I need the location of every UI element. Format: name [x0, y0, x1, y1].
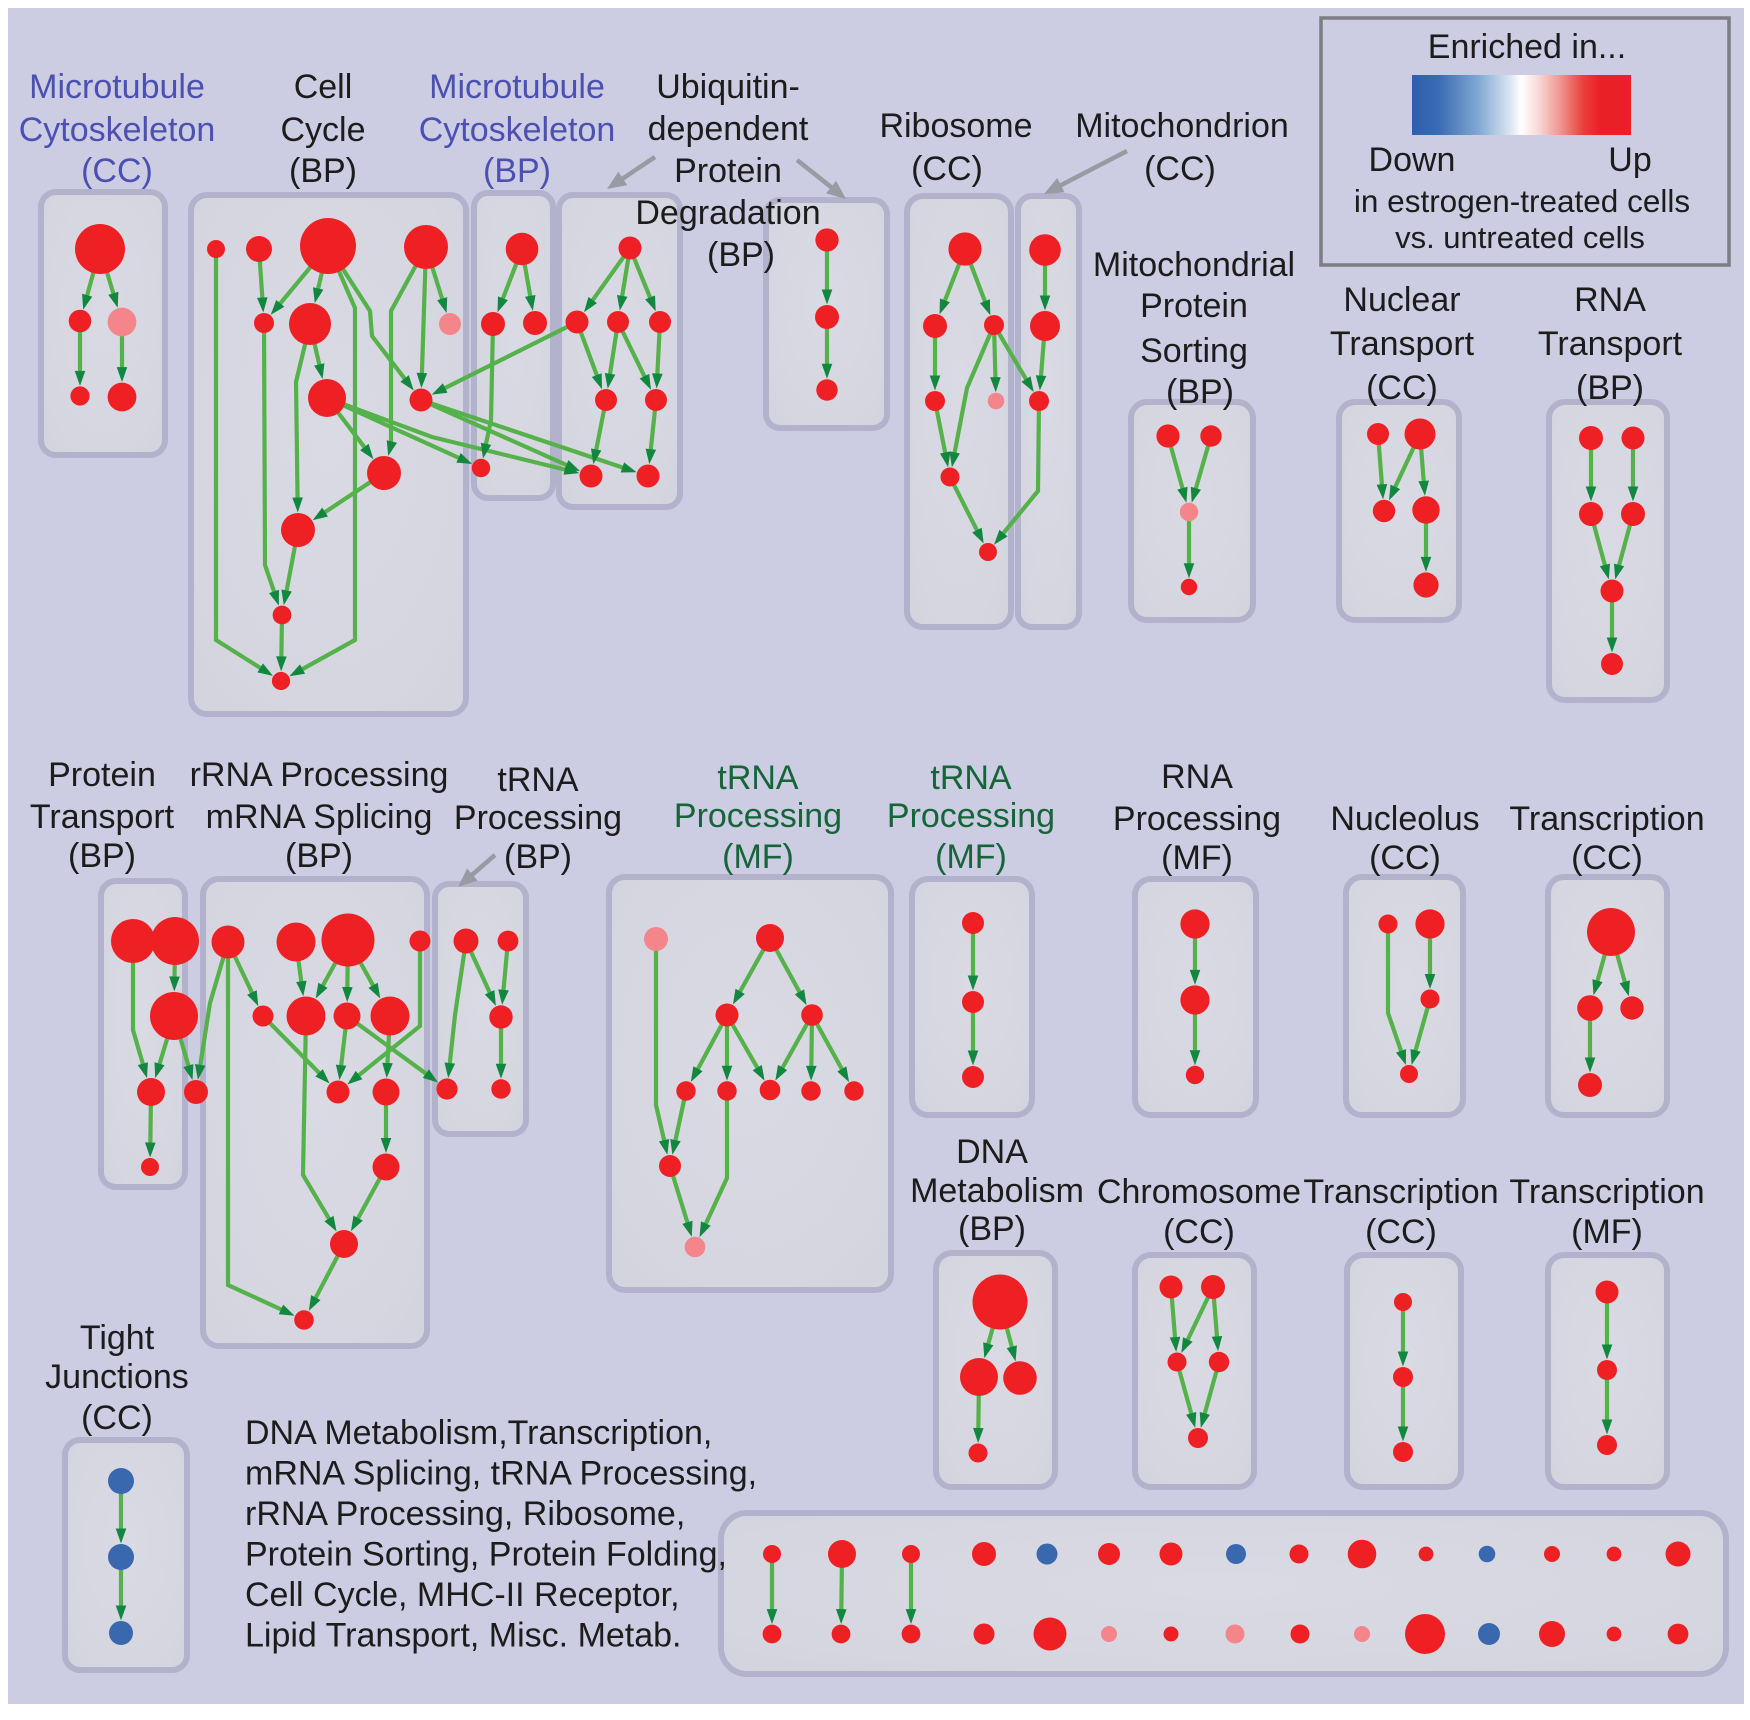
svg-text:Nuclear: Nuclear	[1343, 281, 1460, 319]
svg-text:Transport: Transport	[30, 798, 175, 836]
svg-text:Transcription: Transcription	[1509, 800, 1704, 838]
svg-text:(CC): (CC)	[1144, 150, 1216, 188]
svg-text:Cytoskeleton: Cytoskeleton	[19, 111, 216, 149]
svg-text:Processing: Processing	[674, 797, 842, 835]
svg-text:Degradation: Degradation	[635, 194, 820, 232]
svg-text:dependent: dependent	[648, 110, 809, 148]
svg-text:Junctions: Junctions	[45, 1358, 189, 1396]
svg-text:(MF): (MF)	[1161, 839, 1233, 877]
svg-text:rRNA Processing, Ribosome,: rRNA Processing, Ribosome,	[245, 1495, 685, 1533]
svg-text:Mitochondrial: Mitochondrial	[1093, 246, 1295, 284]
svg-text:tRNA: tRNA	[930, 759, 1012, 797]
svg-text:(BP): (BP)	[958, 1210, 1026, 1248]
svg-text:in estrogen-treated cells: in estrogen-treated cells	[1354, 183, 1690, 219]
svg-text:Transport: Transport	[1330, 325, 1475, 363]
svg-text:Processing: Processing	[887, 797, 1055, 835]
svg-text:Cell Cycle, MHC-II Receptor,: Cell Cycle, MHC-II Receptor,	[245, 1576, 680, 1614]
svg-text:(BP): (BP)	[289, 152, 357, 190]
svg-text:Protein: Protein	[674, 152, 782, 190]
svg-text:Microtubule: Microtubule	[429, 68, 605, 106]
svg-text:Transport: Transport	[1538, 325, 1683, 363]
svg-text:(CC): (CC)	[1369, 839, 1441, 877]
svg-text:Protein Sorting, Protein Foldi: Protein Sorting, Protein Folding,	[245, 1536, 727, 1574]
svg-text:Down: Down	[1369, 141, 1456, 179]
svg-text:Tight: Tight	[80, 1319, 155, 1357]
svg-text:(CC): (CC)	[911, 150, 983, 188]
svg-text:Lipid Transport, Misc. Metab.: Lipid Transport, Misc. Metab.	[245, 1617, 682, 1655]
svg-text:Enriched in...: Enriched in...	[1428, 28, 1626, 66]
svg-text:tRNA: tRNA	[717, 759, 799, 797]
svg-text:Transcription: Transcription	[1303, 1173, 1498, 1211]
svg-text:vs. untreated cells: vs. untreated cells	[1395, 220, 1645, 255]
svg-text:(BP): (BP)	[1576, 369, 1644, 407]
svg-text:(CC): (CC)	[1571, 839, 1643, 877]
svg-text:Microtubule: Microtubule	[29, 68, 205, 106]
svg-text:RNA: RNA	[1161, 758, 1233, 796]
svg-text:DNA: DNA	[956, 1133, 1028, 1171]
svg-text:(BP): (BP)	[483, 152, 551, 190]
svg-text:(CC): (CC)	[1163, 1213, 1235, 1251]
svg-text:(MF): (MF)	[935, 838, 1007, 876]
svg-text:Chromosome: Chromosome	[1097, 1173, 1301, 1211]
svg-text:Protein: Protein	[48, 756, 156, 794]
svg-text:RNA: RNA	[1574, 281, 1646, 319]
svg-text:Protein: Protein	[1140, 287, 1248, 325]
svg-text:Ribosome: Ribosome	[879, 107, 1032, 145]
svg-text:(BP): (BP)	[68, 837, 136, 875]
svg-text:(CC): (CC)	[81, 152, 153, 190]
svg-text:tRNA: tRNA	[497, 761, 579, 799]
svg-text:(BP): (BP)	[285, 837, 353, 875]
svg-text:(CC): (CC)	[1365, 1213, 1437, 1251]
svg-text:(BP): (BP)	[707, 236, 775, 274]
svg-text:Mitochondrion: Mitochondrion	[1075, 107, 1289, 145]
svg-text:Processing: Processing	[1113, 800, 1281, 838]
svg-text:(BP): (BP)	[504, 838, 572, 876]
svg-text:Cytoskeleton: Cytoskeleton	[419, 111, 616, 149]
svg-text:Transcription: Transcription	[1509, 1173, 1704, 1211]
svg-text:(MF): (MF)	[722, 838, 794, 876]
svg-text:rRNA Processing: rRNA Processing	[190, 756, 449, 794]
svg-text:Nucleolus: Nucleolus	[1330, 800, 1479, 838]
svg-text:(CC): (CC)	[81, 1399, 153, 1437]
svg-text:mRNA Splicing, tRNA Processing: mRNA Splicing, tRNA Processing,	[245, 1455, 757, 1493]
svg-text:(MF): (MF)	[1571, 1213, 1643, 1251]
svg-text:Up: Up	[1608, 141, 1651, 179]
svg-text:Cell: Cell	[294, 68, 353, 106]
svg-text:mRNA Splicing: mRNA Splicing	[206, 798, 433, 836]
svg-text:Sorting: Sorting	[1140, 332, 1248, 370]
svg-text:Metabolism: Metabolism	[910, 1172, 1084, 1210]
svg-text:(CC): (CC)	[1366, 369, 1438, 407]
svg-text:DNA Metabolism,Transcription,: DNA Metabolism,Transcription,	[245, 1414, 712, 1452]
svg-text:(BP): (BP)	[1166, 373, 1234, 411]
svg-text:Processing: Processing	[454, 799, 622, 837]
svg-text:Ubiquitin-: Ubiquitin-	[656, 68, 800, 106]
svg-text:Cycle: Cycle	[280, 111, 365, 149]
